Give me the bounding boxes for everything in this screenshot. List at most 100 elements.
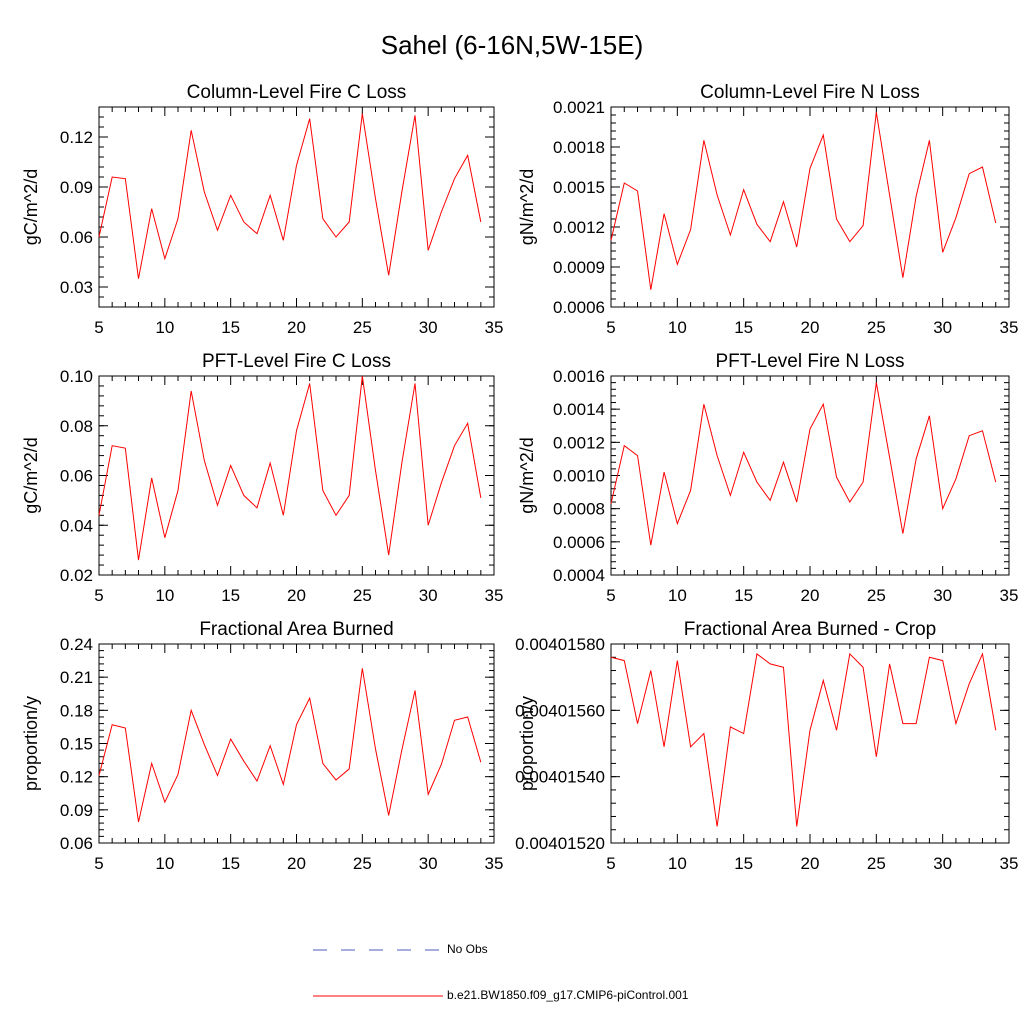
panel-5-x-tick-label: 25 [353,854,372,873]
panel-5-x-tick-label: 30 [419,854,438,873]
panel-2-y-tick-label: 0.0012 [553,218,605,237]
panel-3-x-tick-label: 15 [221,586,240,605]
panel-1-y-axis-label: gC/m^2/d [21,169,41,245]
panel-1-x-tick-label: 30 [419,318,438,337]
panel-6-x-tick-label: 5 [606,854,615,873]
panel-5-y-tick-label: 0.06 [60,834,93,853]
panel-6-y-axis-label: proportion/y [517,696,537,791]
panel-5-frame [98,643,495,844]
legend-line-dashed [313,949,443,951]
panel-4-y-tick-label: 0.0004 [553,566,605,585]
panel-6-x-tick-label: 25 [867,854,886,873]
panel-4-x-tick-label: 5 [606,586,615,605]
panel-4-x-tick-label: 10 [668,586,687,605]
panel-2-series-line [610,112,997,290]
panel-5-x-tick-label: 5 [94,854,103,873]
panel-4-y-tick-label: 0.0012 [553,433,605,452]
panel-3-x-tick-label: 30 [419,586,438,605]
panel-1-x-tick-label: 5 [94,318,103,337]
panel-2-frame [610,106,1010,308]
figure-title: Sahel (6-16N,5W-15E) [380,30,644,60]
panel-5-y-tick-label: 0.09 [60,801,93,820]
panel-2-x-tick-label: 35 [1000,318,1019,337]
panel-3-x-tick-label: 5 [94,586,103,605]
legend-line-solid [313,995,443,997]
panel-1-x-tick-label: 20 [287,318,306,337]
legend-label-no-obs: No Obs [447,942,488,956]
panel-1-x-tick-label: 25 [353,318,372,337]
legend-label-model: b.e21.BW1850.f09_g17.CMIP6-piControl.001 [447,988,689,1002]
panel-3-x-tick-label: 35 [485,586,504,605]
panel-5-x-tick-label: 35 [485,854,504,873]
panel-1-series-line [98,113,482,279]
panel-2-x-tick-label: 25 [867,318,886,337]
panel-2-x-tick-label: 10 [668,318,687,337]
panel-5-y-tick-label: 0.24 [60,635,93,654]
panel-5-x-tick-label: 20 [287,854,306,873]
panel-6-x-tick-label: 15 [734,854,753,873]
panel-6-y-tick-label: 0.00401580 [515,635,605,654]
panel-4-frame [610,375,1010,576]
panel-3-frame [98,375,495,576]
legend-item-model: b.e21.BW1850.f09_g17.CMIP6-piControl.001 [313,988,1013,1004]
legend-item-no-obs: No Obs [313,942,1013,958]
panel-4-x-tick-label: 35 [1000,586,1019,605]
panel-4-x-tick-label: 20 [801,586,820,605]
panel-4-y-tick-label: 0.0006 [553,533,605,552]
panel-4-x-tick-label: 25 [867,586,886,605]
panel-5-x-tick-label: 15 [221,854,240,873]
panel-4-y-axis-label: gN/m^2/d [517,437,537,513]
panel-5-title: Fractional Area Burned [199,619,393,640]
panel-1-y-tick-label: 0.12 [60,128,93,147]
panel-3-y-tick-label: 0.06 [60,467,93,486]
panel-3-x-tick-label: 25 [353,586,372,605]
panel-3-y-tick-label: 0.02 [60,566,93,585]
panel-1-y-tick-label: 0.03 [60,278,93,297]
panel-1-y-tick-label: 0.06 [60,228,93,247]
panel-6-y-tick-label: 0.00401540 [515,768,605,787]
panel-4-x-tick-label: 30 [933,586,952,605]
panel-6-title: Fractional Area Burned - Crop [684,619,936,640]
panel-5-y-axis-label: proportion/y [21,696,41,791]
panel-6-frame [610,643,1010,844]
panel-4-y-tick-label: 0.0016 [553,367,605,386]
panel-4-x-tick-label: 15 [734,586,753,605]
panel-3-series-line [98,375,482,561]
panel-4-y-tick-label: 0.0014 [553,400,605,419]
panel-3-x-tick-label: 10 [155,586,174,605]
panel-2-y-tick-label: 0.0006 [553,298,605,317]
panel-2-y-axis-label: gN/m^2/d [517,169,537,245]
panel-2-x-tick-label: 5 [606,318,615,337]
panel-5-y-tick-label: 0.15 [60,735,93,754]
panel-3-y-tick-label: 0.08 [60,417,93,436]
panel-4-y-tick-label: 0.0010 [553,467,605,486]
panel-6-y-tick-label: 0.00401560 [515,701,605,720]
panel-3-y-axis-label: gC/m^2/d [21,437,41,513]
panel-4-series-line [610,382,997,546]
panel-3-title: PFT-Level Fire C Loss [202,351,391,372]
panel-1-title: Column-Level Fire C Loss [187,82,407,103]
panel-6-x-tick-label: 30 [933,854,952,873]
panel-1-y-tick-label: 0.09 [60,178,93,197]
panel-2-y-tick-label: 0.0018 [553,138,605,157]
panel-4-y-tick-label: 0.0008 [553,500,605,519]
panel-1-x-tick-label: 35 [485,318,504,337]
panel-4-title: PFT-Level Fire N Loss [716,351,905,372]
panel-6-x-tick-label: 35 [1000,854,1019,873]
panel-3-y-tick-label: 0.10 [60,367,93,386]
panel-2-x-tick-label: 30 [933,318,952,337]
panel-5-y-tick-label: 0.18 [60,701,93,720]
panel-2-x-tick-label: 15 [734,318,753,337]
panel-5-y-tick-label: 0.21 [60,668,93,687]
panel-6-series-line [610,652,997,827]
panel-5-y-tick-label: 0.12 [60,768,93,787]
panel-2-y-tick-label: 0.0015 [553,178,605,197]
panel-6-y-tick-label: 0.00401520 [515,834,605,853]
panel-6-x-tick-label: 20 [801,854,820,873]
panel-3-y-tick-label: 0.04 [60,516,93,535]
panel-2-x-tick-label: 20 [801,318,820,337]
panel-6-x-tick-label: 10 [668,854,687,873]
panel-2-y-tick-label: 0.0021 [553,98,605,117]
panel-5-series-line [98,668,482,823]
